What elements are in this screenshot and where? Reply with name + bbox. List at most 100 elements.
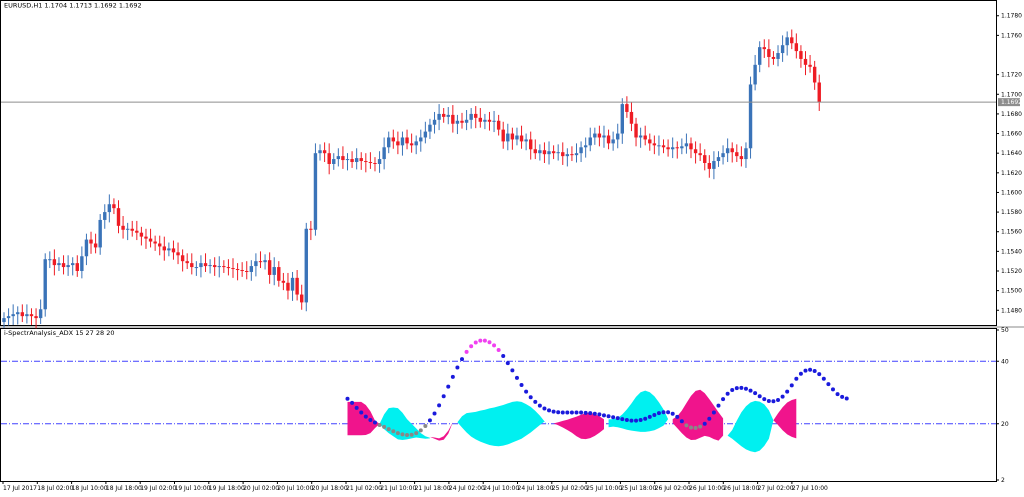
bull-candle xyxy=(25,314,29,317)
indicator-dot xyxy=(606,414,611,419)
indicator-dot xyxy=(679,419,684,424)
indicator-dot xyxy=(510,368,515,373)
indicator-dot xyxy=(753,391,758,396)
indicator-dot xyxy=(643,416,648,421)
indicator-dot xyxy=(785,389,790,394)
bear-candle xyxy=(570,154,574,156)
bear-candle xyxy=(739,156,744,160)
indicator-dot xyxy=(821,376,826,381)
indicator-dot xyxy=(400,432,405,437)
price-tick-label: 1.1720 xyxy=(1001,72,1022,79)
indicator-dot xyxy=(469,344,474,349)
bull-candle xyxy=(387,137,391,148)
indicator-dot xyxy=(647,414,652,419)
bear-candle xyxy=(368,162,373,164)
bear-candle xyxy=(478,117,483,122)
indicator-dot xyxy=(826,382,831,387)
price-axis: 1.1780 1.1760 1.1720 1.1700 1.1680 1.1660 1.16… xyxy=(996,13,1022,314)
bear-candle xyxy=(771,56,776,59)
bear-candle xyxy=(61,263,66,268)
bull-candle xyxy=(84,239,89,257)
price-tick-label: 1.1580 xyxy=(1001,209,1022,216)
indicator-dot xyxy=(560,410,565,415)
bear-candle xyxy=(652,143,657,146)
time-tick-label: 18 Jul 10:00 xyxy=(72,485,108,492)
bear-candle xyxy=(693,149,698,154)
indicator-panel-title: i-SpectrAnalysis_ADX 15 27 28 20 xyxy=(4,329,114,337)
bull-candle xyxy=(785,37,789,46)
bull-candle xyxy=(107,204,112,213)
bear-candle xyxy=(625,104,629,112)
pink-band xyxy=(429,422,453,441)
price-tick-label: 1.1640 xyxy=(1001,150,1022,157)
indicator-dot xyxy=(656,411,661,416)
bear-candle xyxy=(542,150,547,155)
bear-candle xyxy=(794,43,799,52)
bull-candle xyxy=(524,139,528,142)
time-tick-label: 20 Jul 02:00 xyxy=(243,485,279,492)
bull-candle xyxy=(103,212,107,220)
indicator-dot xyxy=(620,417,625,422)
indicator-dot xyxy=(363,414,368,419)
bull-candle xyxy=(313,153,318,230)
bull-candle xyxy=(318,150,322,154)
pink-band xyxy=(553,412,604,440)
bear-candle xyxy=(735,152,739,157)
indicator-dot xyxy=(592,411,597,416)
indicator-dot xyxy=(565,410,570,415)
bull-candle xyxy=(254,261,258,267)
price-tick-label: 1.1520 xyxy=(1001,268,1022,275)
bull-candle xyxy=(125,228,130,230)
price-tick-label: 1.1760 xyxy=(1001,32,1022,39)
indicator-dot xyxy=(766,398,771,403)
indicator-dot xyxy=(496,348,501,352)
bull-candle xyxy=(377,159,382,164)
bear-candle xyxy=(689,143,693,150)
bull-candle xyxy=(753,64,757,85)
bear-candle xyxy=(226,267,231,269)
indicator-tick-label: 20 xyxy=(1001,421,1009,428)
indicator-dot xyxy=(359,410,364,415)
bull-candle xyxy=(428,124,432,132)
indicator-dot xyxy=(414,431,419,436)
bull-candle xyxy=(57,263,61,266)
bear-candle xyxy=(767,49,771,57)
indicator-dot xyxy=(446,384,451,389)
indicator-plot xyxy=(345,338,849,453)
bear-candle xyxy=(762,47,766,50)
pink-band xyxy=(773,398,797,439)
indicator-dot xyxy=(716,403,721,408)
cyan-band xyxy=(457,401,549,447)
indicator-dot xyxy=(634,418,639,423)
bull-candle xyxy=(2,318,6,323)
bull-candle xyxy=(16,312,20,315)
bull-candle xyxy=(721,153,725,158)
time-tick-label: 17 Jul 2017 xyxy=(3,485,37,492)
price-tick-label: 1.1700 xyxy=(1001,91,1022,98)
bear-candle xyxy=(812,66,817,83)
bear-candle xyxy=(148,238,153,242)
current-price-label: 1.1692 xyxy=(1001,99,1022,106)
bull-candle xyxy=(167,248,171,251)
indicator-tick-label: 40 xyxy=(1001,358,1009,365)
bull-candle xyxy=(345,159,350,161)
price-tick-label: 1.1680 xyxy=(1001,111,1022,118)
bull-candle xyxy=(48,259,52,261)
indicator-tick-label: 50 xyxy=(1001,327,1009,334)
bull-candle xyxy=(657,145,661,147)
bull-candle xyxy=(758,47,762,65)
bear-candle xyxy=(235,269,240,271)
bear-candle xyxy=(135,230,139,233)
main-panel-frame xyxy=(0,0,997,326)
indicator-dot xyxy=(597,412,602,417)
bull-candle xyxy=(419,137,423,142)
time-tick-label: 20 Jul 18:00 xyxy=(312,485,348,492)
bull-candle xyxy=(6,316,11,319)
bear-candle xyxy=(245,270,249,272)
bear-candle xyxy=(322,150,327,154)
bear-candle xyxy=(350,159,354,163)
bear-candle xyxy=(529,139,533,150)
pink-band xyxy=(347,401,380,436)
